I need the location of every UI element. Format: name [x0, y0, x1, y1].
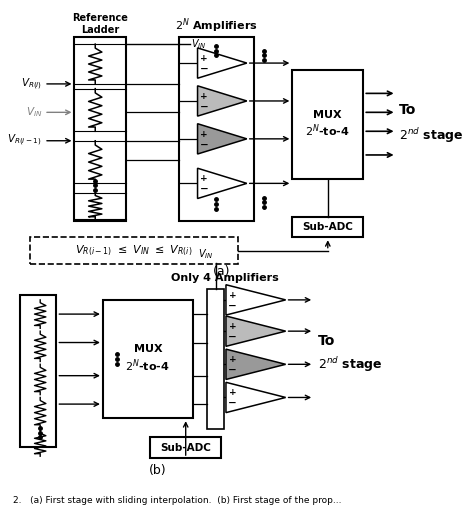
Bar — [20, 295, 56, 446]
Text: +: + — [201, 174, 208, 183]
Text: (a): (a) — [212, 265, 230, 278]
Text: $V_{IN}$: $V_{IN}$ — [198, 247, 214, 261]
Text: +: + — [229, 291, 237, 300]
Text: $2^{nd}$ stage: $2^{nd}$ stage — [318, 355, 383, 374]
Text: Only 4 Amplifiers: Only 4 Amplifiers — [171, 273, 279, 283]
Text: −: − — [228, 398, 237, 408]
Text: $V_{R(i-1)}$: $V_{R(i-1)}$ — [8, 133, 42, 148]
Text: To: To — [399, 103, 417, 117]
Bar — [74, 36, 127, 221]
Bar — [207, 289, 224, 429]
Bar — [150, 437, 221, 458]
Bar — [30, 238, 238, 264]
Text: −: − — [228, 365, 237, 375]
Text: $2^N$ Amplifiers: $2^N$ Amplifiers — [175, 16, 258, 35]
Polygon shape — [198, 168, 247, 199]
Bar — [179, 36, 255, 221]
Polygon shape — [226, 382, 286, 413]
Polygon shape — [198, 123, 247, 154]
Polygon shape — [226, 285, 286, 315]
Text: 2.   (a) First stage with sliding interpolation.  (b) First stage of the prop...: 2. (a) First stage with sliding interpol… — [13, 496, 341, 505]
Text: +: + — [201, 54, 208, 63]
Text: MUX
$2^N$-to-4: MUX $2^N$-to-4 — [305, 109, 350, 139]
Bar — [103, 300, 193, 418]
Text: −: − — [200, 140, 209, 150]
Text: $2^{nd}$ stage: $2^{nd}$ stage — [399, 126, 464, 145]
Text: $V_{R(i-1)}$ $\leq$ $V_{IN}$ $\leq$ $V_{R(i)}$: $V_{R(i-1)}$ $\leq$ $V_{IN}$ $\leq$ $V_{… — [75, 243, 193, 258]
Text: −: − — [200, 102, 209, 111]
Text: $V_{R(i)}$: $V_{R(i)}$ — [21, 76, 42, 92]
Text: $V_{IN}$: $V_{IN}$ — [191, 37, 207, 51]
Text: −: − — [228, 332, 237, 342]
Polygon shape — [226, 349, 286, 379]
Text: To: To — [318, 333, 335, 348]
Polygon shape — [226, 316, 286, 346]
Polygon shape — [198, 48, 247, 78]
Text: MUX
$2^N$-to-4: MUX $2^N$-to-4 — [126, 344, 170, 374]
Text: −: − — [200, 64, 209, 74]
Text: +: + — [229, 388, 237, 397]
Bar — [292, 217, 363, 238]
Text: +: + — [229, 322, 237, 331]
Text: Sub-ADC: Sub-ADC — [302, 222, 353, 232]
Text: (b): (b) — [148, 464, 166, 477]
Text: Reference
Ladder: Reference Ladder — [73, 13, 128, 35]
Text: +: + — [201, 92, 208, 101]
Text: −: − — [228, 301, 237, 311]
Text: $V_{IN}$: $V_{IN}$ — [26, 105, 42, 119]
Text: Sub-ADC: Sub-ADC — [160, 443, 211, 453]
Text: +: + — [201, 130, 208, 139]
Bar — [292, 70, 363, 179]
Text: −: − — [200, 184, 209, 194]
Text: +: + — [229, 355, 237, 364]
Polygon shape — [198, 86, 247, 116]
